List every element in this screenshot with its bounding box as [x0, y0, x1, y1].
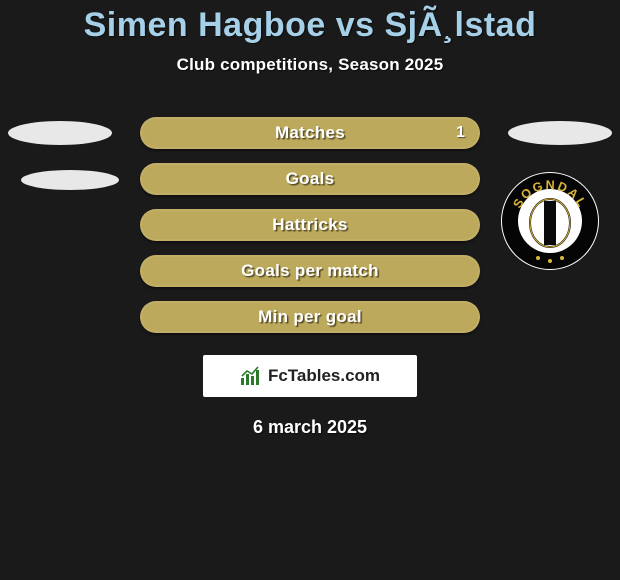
metric-row-goals: Goals	[0, 163, 620, 209]
metric-label: Matches	[140, 117, 480, 149]
metric-label: Hattricks	[140, 209, 480, 241]
page-title: Simen Hagboe vs SjÃ¸lstad	[0, 6, 620, 45]
comparison-card: Simen Hagboe vs SjÃ¸lstad Club competiti…	[0, 0, 620, 438]
metric-right-value: 1	[456, 117, 465, 149]
watermark-chart-icon	[240, 366, 262, 386]
metric-row-min-per-goal: Min per goal	[0, 301, 620, 347]
metric-label: Goals	[140, 163, 480, 195]
metric-rows: SOGNDAL Matches 1 Goals	[0, 117, 620, 347]
metric-row-matches: Matches 1	[0, 117, 620, 163]
watermark-box: FcTables.com	[203, 355, 417, 397]
metric-label: Min per goal	[140, 301, 480, 333]
metric-row-hattricks: Hattricks	[0, 209, 620, 255]
subtitle: Club competitions, Season 2025	[0, 55, 620, 75]
metric-row-goals-per-match: Goals per match	[0, 255, 620, 301]
date-text: 6 march 2025	[0, 417, 620, 438]
metric-label: Goals per match	[140, 255, 480, 287]
watermark-text: FcTables.com	[268, 366, 380, 386]
